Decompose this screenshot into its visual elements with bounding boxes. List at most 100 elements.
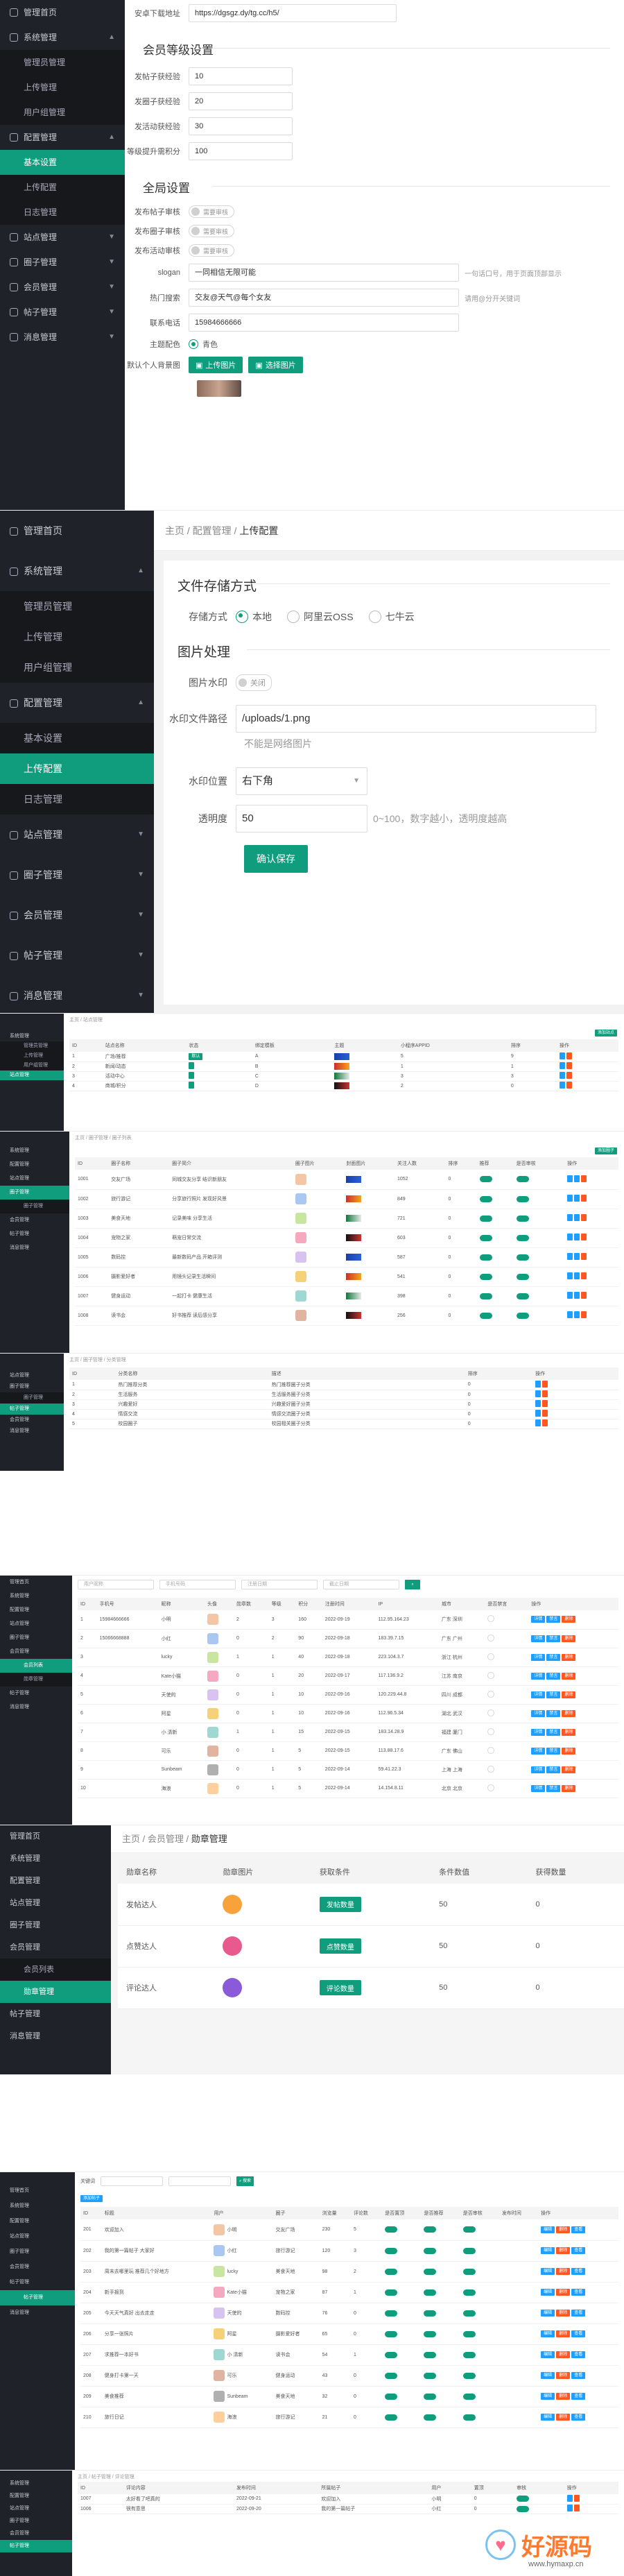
delete-button[interactable] <box>581 1195 587 1202</box>
audit-switch[interactable]: 需要审核 <box>189 225 235 237</box>
sidebar-item-upload[interactable]: 上传管理 <box>0 622 154 652</box>
sidebar-item-circle-mgr[interactable]: 圈子管理 <box>0 1200 69 1213</box>
sidebar-item-member[interactable]: 会员管理 <box>10 1649 29 1654</box>
toggle-switch[interactable] <box>479 1234 492 1241</box>
delete-button[interactable] <box>581 1234 587 1240</box>
sidebar-item-post[interactable]: 帖子管理 <box>0 2540 72 2552</box>
delete-button[interactable]: 删除 <box>556 2414 571 2421</box>
toggle-switch[interactable] <box>462 2226 476 2233</box>
mute-switch[interactable] <box>487 1653 495 1660</box>
view-button[interactable]: 查看 <box>571 2289 586 2296</box>
download-input[interactable]: https://dgsgz.dy/tg.cc/h5/ <box>189 4 397 22</box>
toggle-switch[interactable] <box>424 2372 437 2379</box>
sidebar-item-circle[interactable]: 圈子管理 <box>10 2249 29 2254</box>
delete-button[interactable]: 删除 <box>562 1616 576 1623</box>
edit-button[interactable] <box>535 1419 541 1426</box>
edit-button[interactable]: 编辑 <box>541 2330 555 2337</box>
sidebar-item-system[interactable]: 系统管理 ▲ <box>0 551 154 591</box>
sidebar-item-circle[interactable]: 圈子管理 <box>10 1635 29 1640</box>
sidebar-item-medal[interactable]: 勋章管理 <box>0 1981 111 2003</box>
edit-button[interactable]: 编辑 <box>541 2393 555 2400</box>
sidebar-item-post[interactable]: 帖子管理 ▼ <box>0 935 154 975</box>
mute-button[interactable]: 禁言 <box>546 1709 561 1717</box>
sidebar-item-admin[interactable]: 管理员管理 <box>0 591 154 622</box>
sidebar-item-msg[interactable]: 消息管理 <box>10 1428 29 1433</box>
delete-button[interactable]: 删除 <box>556 2351 571 2358</box>
sidebar-item-msg[interactable]: 消息管理 <box>10 1245 29 1250</box>
mute-button[interactable]: 禁言 <box>546 1616 561 1623</box>
detail-button[interactable]: 详情 <box>531 1747 546 1755</box>
detail-button[interactable]: 详情 <box>531 1691 546 1698</box>
sidebar-item-config[interactable]: 配置管理 <box>10 1877 40 1885</box>
sidebar-item-config[interactable]: 配置管理 <box>10 2493 29 2498</box>
toggle-switch[interactable] <box>385 2351 398 2358</box>
delete-button[interactable]: 删除 <box>556 2393 571 2400</box>
save-button[interactable]: 确认保存 <box>244 845 308 873</box>
breadcrumb-config[interactable]: 配置管理 <box>192 525 232 536</box>
sidebar-item-system[interactable]: 系统管理 <box>10 1034 29 1039</box>
delete-button[interactable] <box>542 1390 548 1397</box>
sidebar-item-system[interactable]: 系统管理 <box>10 2481 29 2486</box>
breadcrumb-home[interactable]: 主页 <box>122 1834 141 1844</box>
storage-qiniu-radio[interactable]: 七牛云 <box>368 610 415 624</box>
sidebar-item-circle[interactable]: 圈子管理 <box>10 1384 29 1389</box>
delete-button[interactable]: 删除 <box>556 2268 571 2275</box>
view-button[interactable] <box>574 1292 580 1299</box>
alpha-input[interactable]: 50 <box>236 805 367 833</box>
view-button[interactable] <box>574 1311 580 1318</box>
toggle-switch[interactable] <box>385 2247 398 2254</box>
delete-button[interactable]: 删除 <box>556 2330 571 2337</box>
edit-button[interactable]: 编辑 <box>541 2372 555 2379</box>
view-button[interactable]: 查看 <box>571 2268 586 2275</box>
delete-button[interactable] <box>542 1419 548 1426</box>
sidebar-item-system[interactable]: 系统管理 <box>10 2203 29 2208</box>
sidebar-item-member[interactable]: 会员管理 ▼ <box>0 895 154 935</box>
edit-button[interactable] <box>567 1234 573 1240</box>
sidebar-item-admin[interactable]: 管理员管理 <box>0 50 125 75</box>
toggle-switch[interactable] <box>424 2226 437 2233</box>
view-button[interactable]: 查看 <box>571 2330 586 2337</box>
sidebar-item-circle[interactable]: 圈子管理 <box>0 1186 69 1200</box>
view-button[interactable]: 查看 <box>571 2414 586 2421</box>
edit-button[interactable]: 编辑 <box>541 2268 555 2275</box>
sidebar-item-post[interactable]: 帖子管理 ▼ <box>0 300 125 325</box>
watermark-switch[interactable]: 关闭 <box>236 674 272 691</box>
mobile-input[interactable]: 手机号码 <box>159 1580 236 1589</box>
toggle-switch[interactable] <box>516 1293 529 1299</box>
storage-local-radio[interactable]: 本地 <box>236 610 272 624</box>
edit-button[interactable] <box>535 1400 541 1407</box>
edit-button[interactable]: 编辑 <box>541 2226 555 2233</box>
mute-switch[interactable] <box>487 1728 495 1735</box>
level-input[interactable]: 100 <box>189 142 293 160</box>
edit-button[interactable]: 编辑 <box>541 2310 555 2317</box>
phone-input[interactable]: 15984666666 <box>189 314 459 332</box>
edit-button[interactable]: 编辑 <box>541 2414 555 2421</box>
sidebar-item-post[interactable]: 帖子管理 <box>10 1691 29 1696</box>
view-button[interactable] <box>574 1234 580 1240</box>
storage-oss-radio[interactable]: 阿里云OSS <box>287 610 354 624</box>
sidebar-item-site[interactable]: 站点管理 <box>0 1071 64 1080</box>
edit-button[interactable] <box>567 1175 573 1182</box>
delete-button[interactable] <box>542 1400 548 1407</box>
nickname-input[interactable]: 用户昵称 <box>78 1580 154 1589</box>
sidebar-item-member[interactable]: 会员管理 <box>10 2531 29 2536</box>
sidebar-item-post-mgr[interactable]: 帖子管理 <box>0 2290 75 2305</box>
view-button[interactable]: 查看 <box>571 2226 586 2233</box>
sidebar-item-basic[interactable]: 基本设置 <box>0 723 154 753</box>
mute-button[interactable]: 禁言 <box>546 1766 561 1773</box>
edit-button[interactable]: 编辑 <box>541 2351 555 2358</box>
toggle-switch[interactable] <box>424 2289 437 2296</box>
sidebar-item-msg[interactable]: 消息管理 <box>10 2310 29 2315</box>
sidebar-item-upload[interactable]: 上传管理 <box>0 75 125 100</box>
toggle-switch[interactable] <box>462 2330 476 2337</box>
sidebar-item-user-group[interactable]: 用户组管理 <box>0 100 125 125</box>
edit-button[interactable] <box>567 1272 573 1279</box>
delete-button[interactable] <box>581 1272 587 1279</box>
sidebar-item-site[interactable]: 站点管理 <box>10 2234 29 2239</box>
detail-button[interactable]: 详情 <box>531 1784 546 1792</box>
delete-button[interactable] <box>566 1062 572 1069</box>
edit-button[interactable] <box>535 1380 541 1388</box>
toggle-switch[interactable] <box>462 2310 476 2317</box>
detail-button[interactable]: 详情 <box>531 1728 546 1736</box>
delete-button[interactable]: 删除 <box>562 1709 576 1717</box>
